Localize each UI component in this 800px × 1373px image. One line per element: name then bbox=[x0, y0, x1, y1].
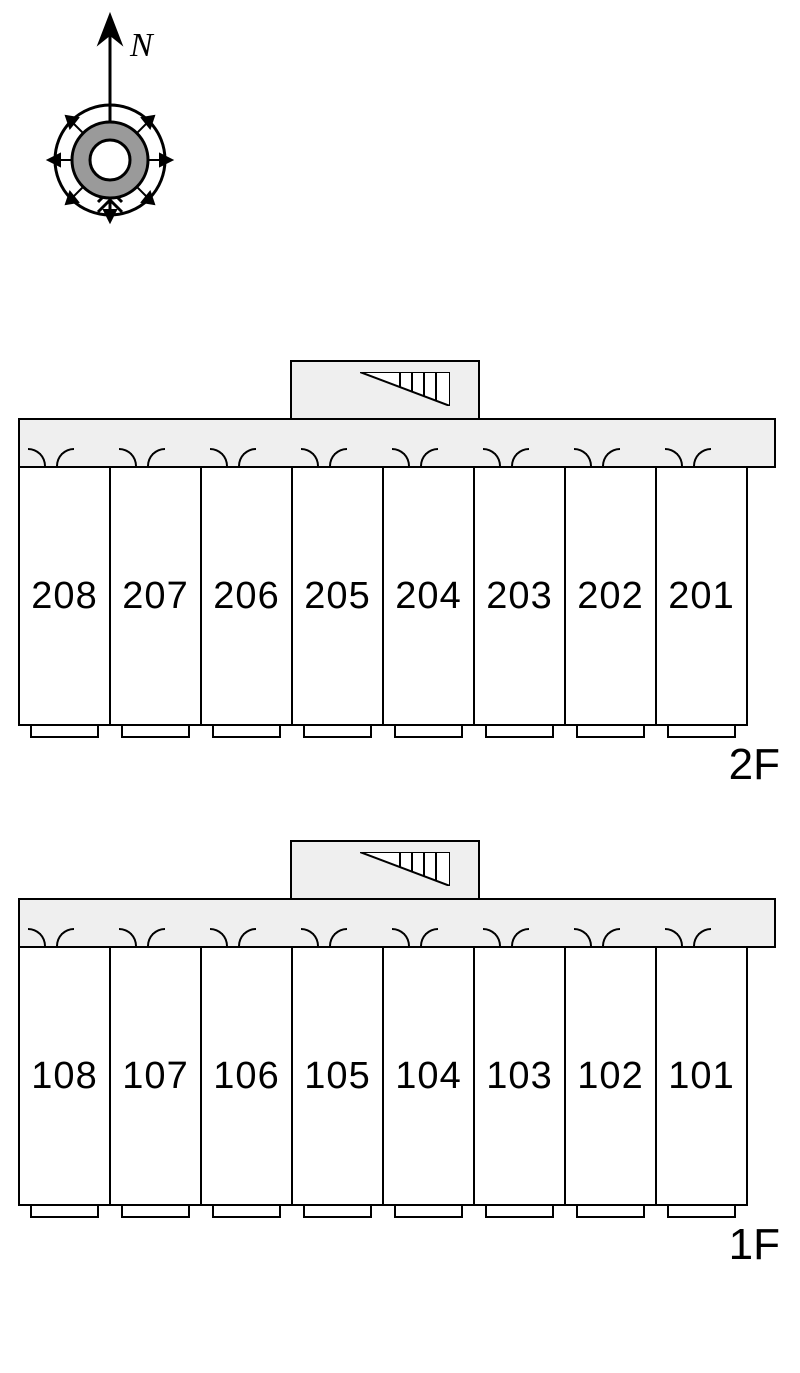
unit-106: 106 bbox=[200, 946, 293, 1206]
balcony-notch bbox=[394, 1206, 463, 1218]
unit-201: 201 bbox=[655, 466, 748, 726]
stair-landing bbox=[290, 360, 480, 420]
unit-row: 208 207 206 205 204 203 202 201 bbox=[18, 466, 748, 726]
unit-101: 101 bbox=[655, 946, 748, 1206]
unit-label: 102 bbox=[577, 1055, 643, 1098]
unit-label: 107 bbox=[122, 1055, 188, 1098]
floor-label: 1F bbox=[729, 1220, 780, 1270]
unit-208: 208 bbox=[18, 466, 111, 726]
stair-icon bbox=[360, 852, 450, 886]
balcony-notch bbox=[121, 726, 190, 738]
unit-label: 205 bbox=[304, 575, 370, 618]
unit-207: 207 bbox=[109, 466, 202, 726]
unit-label: 101 bbox=[668, 1055, 734, 1098]
balcony-notch bbox=[30, 1206, 99, 1218]
unit-label: 108 bbox=[31, 1055, 97, 1098]
balcony-notch bbox=[303, 726, 372, 738]
unit-205: 205 bbox=[291, 466, 384, 726]
balcony-notch bbox=[667, 726, 736, 738]
unit-label: 207 bbox=[122, 575, 188, 618]
floor-label: 2F bbox=[729, 740, 780, 790]
unit-202: 202 bbox=[564, 466, 657, 726]
compass-n-label: N bbox=[129, 27, 155, 64]
balcony-notch bbox=[30, 726, 99, 738]
unit-label: 206 bbox=[213, 575, 279, 618]
unit-206: 206 bbox=[200, 466, 293, 726]
floorplan-page: N 208 207 206 205 204 203 202 201 2F 108 107 106 105… bbox=[0, 0, 800, 1373]
balcony-notch bbox=[394, 726, 463, 738]
unit-label: 201 bbox=[668, 575, 734, 618]
stair-icon bbox=[360, 372, 450, 406]
unit-label: 104 bbox=[395, 1055, 461, 1098]
balcony-notch bbox=[121, 1206, 190, 1218]
unit-label: 208 bbox=[31, 575, 97, 618]
unit-108: 108 bbox=[18, 946, 111, 1206]
unit-label: 106 bbox=[213, 1055, 279, 1098]
unit-103: 103 bbox=[473, 946, 566, 1206]
stair-landing bbox=[290, 840, 480, 900]
compass-icon: N bbox=[0, 0, 220, 240]
unit-204: 204 bbox=[382, 466, 475, 726]
unit-label: 203 bbox=[486, 575, 552, 618]
balcony-notch bbox=[576, 1206, 645, 1218]
unit-104: 104 bbox=[382, 946, 475, 1206]
unit-label: 105 bbox=[304, 1055, 370, 1098]
balcony-notch bbox=[485, 726, 554, 738]
unit-row: 108 107 106 105 104 103 102 101 bbox=[18, 946, 748, 1206]
unit-label: 103 bbox=[486, 1055, 552, 1098]
balcony-notch bbox=[667, 1206, 736, 1218]
unit-105: 105 bbox=[291, 946, 384, 1206]
unit-label: 202 bbox=[577, 575, 643, 618]
balcony-notch bbox=[212, 726, 281, 738]
unit-102: 102 bbox=[564, 946, 657, 1206]
balcony-notch bbox=[303, 1206, 372, 1218]
floor-1F: 1081071061051041031021011F bbox=[18, 840, 776, 1228]
balcony-notch bbox=[576, 726, 645, 738]
balcony-notch bbox=[212, 1206, 281, 1218]
unit-107: 107 bbox=[109, 946, 202, 1206]
balcony-notch bbox=[485, 1206, 554, 1218]
floor-2F: 2082072062052042032022012F bbox=[18, 360, 776, 748]
unit-label: 204 bbox=[395, 575, 461, 618]
unit-203: 203 bbox=[473, 466, 566, 726]
